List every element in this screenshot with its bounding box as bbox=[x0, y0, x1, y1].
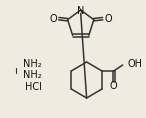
Text: O: O bbox=[105, 14, 112, 24]
Text: NH₂: NH₂ bbox=[23, 59, 41, 69]
Text: NH₂: NH₂ bbox=[23, 70, 41, 80]
Text: OH: OH bbox=[128, 59, 142, 69]
Text: O: O bbox=[49, 14, 57, 24]
Text: N: N bbox=[77, 6, 84, 16]
Text: HCl: HCl bbox=[25, 82, 41, 92]
Text: O: O bbox=[110, 81, 118, 91]
